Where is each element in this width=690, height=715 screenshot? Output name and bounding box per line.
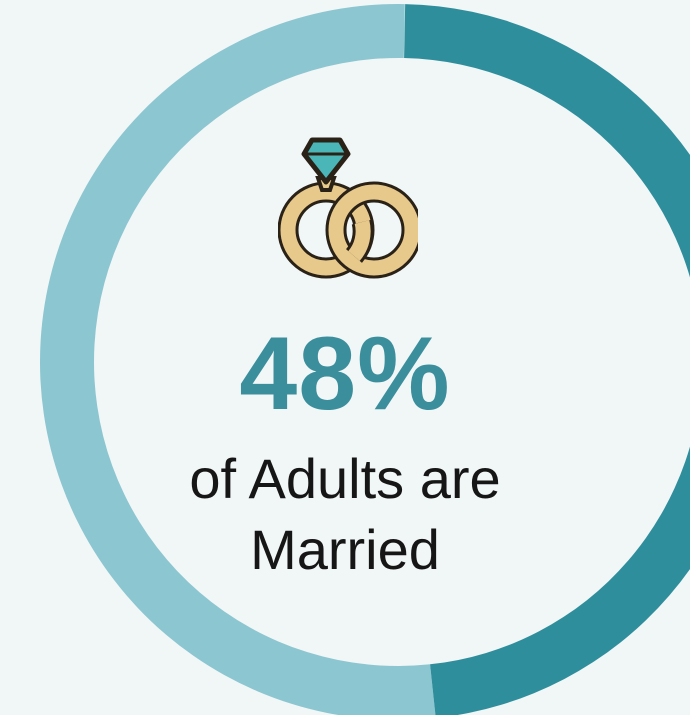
percentage-value: 48% — [239, 316, 451, 432]
caption-line-2: Married — [250, 518, 440, 581]
caption-line-1: of Adults are — [189, 447, 501, 510]
donut-segment-not-married — [40, 4, 436, 715]
wedding-rings-icon — [278, 137, 418, 279]
